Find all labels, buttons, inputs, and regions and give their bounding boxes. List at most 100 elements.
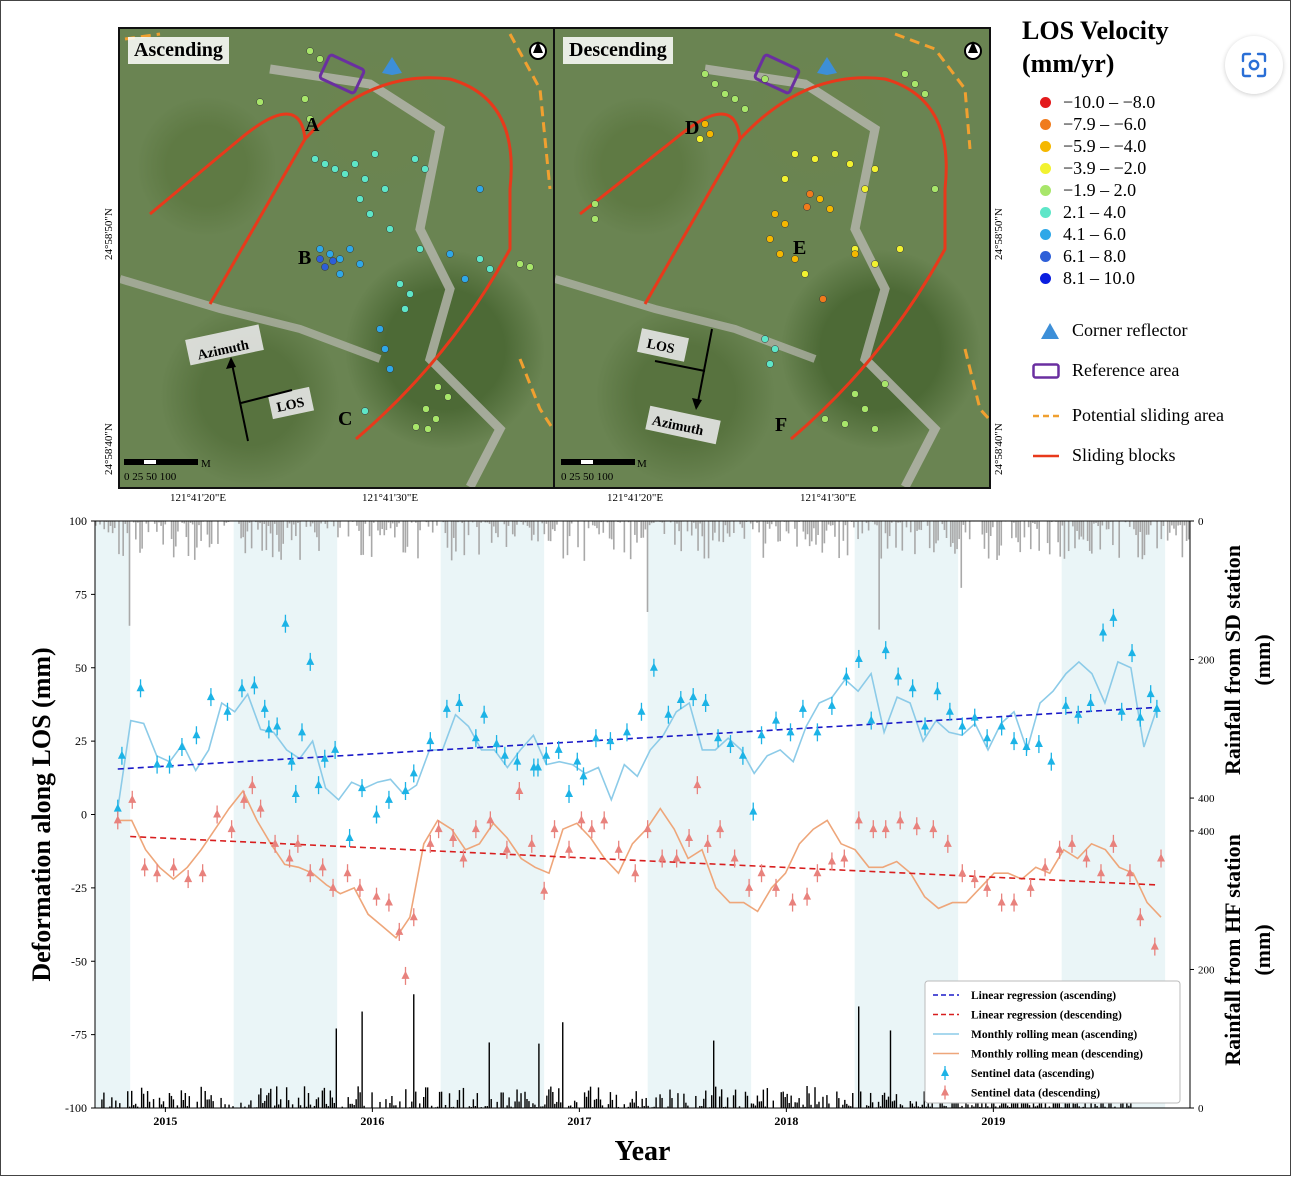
data-point	[153, 760, 161, 768]
data-point	[840, 854, 848, 862]
legend-class-label: −10.0 – −8.0	[1063, 92, 1155, 113]
right-axis-label-top: Rainfall from SD station(mm)	[1220, 545, 1275, 775]
lat-label-left-bottom: 24°58'40"N	[103, 423, 115, 475]
legend-class-label: −7.9 – −6.0	[1063, 114, 1146, 135]
right-tick-label: 0	[1198, 1103, 1204, 1115]
color-dot-icon	[1040, 185, 1051, 196]
data-point	[631, 868, 639, 876]
y-tick-label: 0	[81, 808, 87, 822]
color-dot-icon	[1040, 229, 1051, 240]
y-tick-label: -100	[65, 1101, 87, 1115]
legend-class-item: −5.9 – −4.0	[1040, 136, 1146, 157]
legend-class-item: 2.1 – 4.0	[1040, 202, 1126, 223]
data-point	[410, 768, 418, 776]
legend-title: LOS Velocity (mm/yr)	[1022, 14, 1169, 80]
y-tick-label: -75	[71, 1028, 87, 1042]
sliding-block-line	[580, 114, 740, 304]
season-band	[95, 521, 130, 1108]
data-point	[958, 868, 966, 876]
lat-label-right-top: 24°58'50"N	[993, 208, 1005, 260]
color-dot-icon	[1040, 97, 1051, 108]
scale-bar-unit: M	[201, 458, 211, 470]
data-point	[192, 730, 200, 738]
data-point	[971, 713, 979, 721]
sliding-block-line	[740, 78, 946, 439]
data-point	[600, 815, 608, 823]
data-point	[178, 742, 186, 750]
right-tick-label: 200	[1198, 655, 1215, 667]
scan-icon[interactable]	[1225, 36, 1283, 94]
data-point	[1041, 862, 1049, 870]
legend-class-item: −10.0 – −8.0	[1040, 92, 1155, 113]
x-axis-label: Year	[615, 1136, 671, 1167]
data-point	[555, 745, 563, 753]
data-point	[551, 824, 559, 832]
sliding-block-line	[150, 114, 305, 304]
legend-class-item: 8.1 – 10.0	[1040, 268, 1135, 289]
descending-label: Descending	[563, 37, 673, 64]
color-dot-icon	[1040, 207, 1051, 218]
data-point	[615, 845, 623, 853]
lat-label-left-top: 24°58'50"N	[103, 208, 115, 260]
data-point	[346, 833, 354, 841]
right-tick-label: 400	[1198, 793, 1215, 805]
legend-entry-label: Sentinel data (descending)	[971, 1088, 1100, 1100]
legend-class-item: 4.1 – 6.0	[1040, 224, 1126, 245]
data-point	[588, 824, 596, 832]
color-dot-icon	[1040, 119, 1051, 130]
data-point	[426, 736, 434, 744]
legend-class-label: −3.9 – −2.0	[1063, 158, 1146, 179]
y-tick-label: 75	[75, 587, 87, 601]
legend-sliding-blocks: Sliding blocks	[1032, 445, 1176, 466]
svg-text:(mm): (mm)	[1250, 924, 1275, 975]
legend-corner-reflector: Corner reflector	[1040, 320, 1187, 341]
ascending-map-svg: A B C Azimuth LOS 0 25 50 100 M	[120, 29, 553, 487]
x-tick-label: 2018	[774, 1114, 798, 1128]
legend-entry-label: Linear regression (ascending)	[971, 990, 1116, 1002]
descending-map-svg: D E F LOS Azimuth 0 25 50 100 M	[555, 29, 989, 487]
point-label-e: E	[793, 237, 806, 259]
legend-class-item: −3.9 – −2.0	[1040, 158, 1146, 179]
data-point	[813, 727, 821, 735]
legend-entry-label: Sentinel data (ascending)	[971, 1068, 1094, 1080]
data-point	[401, 971, 409, 979]
scale-bar-unit: M	[637, 458, 647, 470]
point-label-c: C	[338, 408, 352, 430]
data-point	[592, 733, 600, 741]
corner-reflector-icon	[382, 57, 402, 75]
data-point	[184, 874, 192, 882]
data-point	[577, 815, 585, 823]
data-point	[983, 733, 991, 741]
point-label-f: F	[775, 414, 787, 436]
ascending-map-panel: A B C Azimuth LOS 0 25 50 100 M Ascendin…	[118, 27, 555, 489]
data-point	[842, 672, 850, 680]
season-band	[234, 521, 337, 1108]
data-point	[573, 757, 581, 765]
x-tick-label: 2016	[360, 1114, 384, 1128]
color-dot-icon	[1040, 273, 1051, 284]
legend-reference-area: Reference area	[1032, 360, 1179, 381]
svg-text:Rainfall from HF station: Rainfall from HF station	[1220, 834, 1245, 1066]
x-tick-label: 2017	[567, 1114, 591, 1128]
solid-line-icon	[1032, 451, 1060, 461]
data-point	[141, 862, 149, 870]
data-point	[637, 707, 645, 715]
y-tick-label: -50	[71, 954, 87, 968]
data-point	[565, 789, 573, 797]
data-point	[199, 868, 207, 876]
data-point	[789, 898, 797, 906]
legend-entry-label: Monthly rolling mean (ascending)	[971, 1029, 1137, 1041]
data-point	[207, 692, 215, 700]
data-point	[344, 868, 352, 876]
data-point	[373, 810, 381, 818]
right-axis-label-bottom: Rainfall from HF station(mm)	[1220, 834, 1275, 1066]
data-point	[623, 727, 631, 735]
data-point	[137, 683, 145, 691]
data-point	[772, 716, 780, 724]
data-point	[153, 868, 161, 876]
legend-entry-label: Linear regression (descending)	[971, 1010, 1122, 1022]
data-point	[565, 845, 573, 853]
svg-text:(mm): (mm)	[1250, 634, 1275, 685]
